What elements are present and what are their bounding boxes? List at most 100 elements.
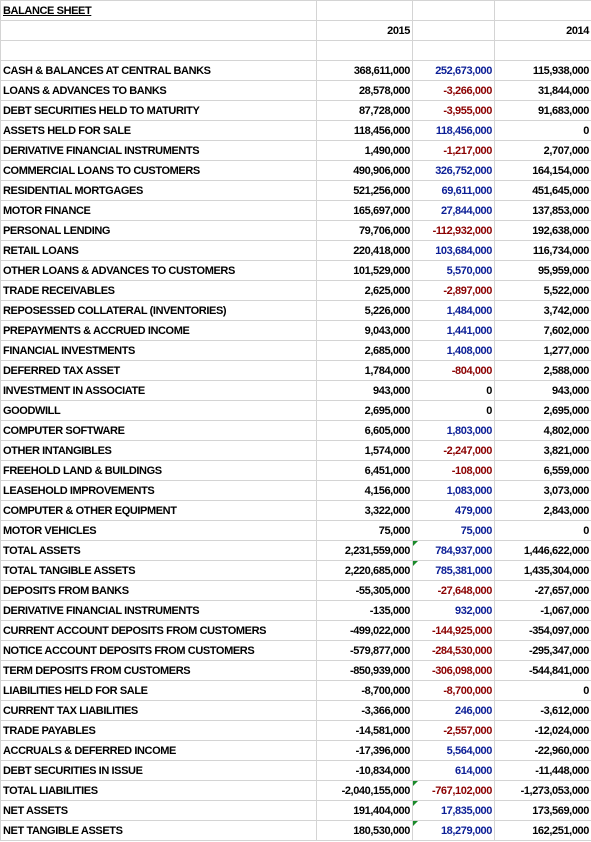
amount: -767,102,000	[412, 780, 495, 801]
sheet-title: BALANCE SHEET	[0, 0, 317, 21]
amount: 932,000	[412, 600, 495, 621]
data-row: RETAIL LOANS 220,418,000 103,684,000 116,73…	[0, 240, 591, 261]
row-label: COMPUTER & OTHER EQUIPMENT	[0, 500, 317, 521]
amount: -10,834,000	[316, 760, 413, 781]
row-label: DERIVATIVE FINANCIAL INSTRUMENTS	[0, 140, 317, 161]
amount: 95,959,000	[494, 260, 591, 281]
data-row: OTHER LOANS & ADVANCES TO CUSTOMERS 101,5…	[0, 260, 591, 281]
data-row: CASH & BALANCES AT CENTRAL BANKS 368,611,…	[0, 60, 591, 81]
cell	[494, 40, 591, 61]
amount: -284,530,000	[412, 640, 495, 661]
amount: -306,098,000	[412, 660, 495, 681]
amount: -499,022,000	[316, 620, 413, 641]
amount: 91,683,000	[494, 100, 591, 121]
row-label: LIABILITIES HELD FOR SALE	[0, 680, 317, 701]
data-row: NET TANGIBLE ASSETS 180,530,000 18,279,000…	[0, 820, 591, 841]
amount: -1,217,000	[412, 140, 495, 161]
data-row: DEBT SECURITIES IN ISSUE -10,834,000 614,0…	[0, 760, 591, 781]
amount: -3,612,000	[494, 700, 591, 721]
amount: 3,322,000	[316, 500, 413, 521]
data-row: FINANCIAL INVESTMENTS 2,685,000 1,408,000 1…	[0, 340, 591, 361]
data-row: TOTAL LIABILITIES -2,040,155,000 -767,102,…	[0, 780, 591, 801]
amount: 1,574,000	[316, 440, 413, 461]
data-row: PREPAYMENTS & ACCRUED INCOME 9,043,000 1,4…	[0, 320, 591, 341]
amount: -11,448,000	[494, 760, 591, 781]
amount: 1,446,622,000	[494, 540, 591, 561]
amount: -12,024,000	[494, 720, 591, 741]
amount: -2,040,155,000	[316, 780, 413, 801]
amount: 5,226,000	[316, 300, 413, 321]
amount: 2,625,000	[316, 280, 413, 301]
amount: -804,000	[412, 360, 495, 381]
amount: -3,366,000	[316, 700, 413, 721]
amount: 1,408,000	[412, 340, 495, 361]
amount: 785,381,000	[412, 560, 495, 581]
data-row: OTHER INTANGIBLES 1,574,000 -2,247,000 3,82…	[0, 440, 591, 461]
data-row: DEPOSITS FROM BANKS -55,305,000 -27,648,00…	[0, 580, 591, 601]
row-label: COMMERCIAL LOANS TO CUSTOMERS	[0, 160, 317, 181]
amount: 2,695,000	[494, 400, 591, 421]
cell	[412, 40, 495, 61]
row-label: REPOSESSED COLLATERAL (INVENTORIES)	[0, 300, 317, 321]
amount: -544,841,000	[494, 660, 591, 681]
row-label: PERSONAL LENDING	[0, 220, 317, 241]
amount: 479,000	[412, 500, 495, 521]
row-label: CURRENT TAX LIABILITIES	[0, 700, 317, 721]
row-label: RETAIL LOANS	[0, 240, 317, 261]
title-row: BALANCE SHEET	[0, 0, 591, 21]
amount: 2,843,000	[494, 500, 591, 521]
data-row: CURRENT ACCOUNT DEPOSITS FROM CUSTOMERS -…	[0, 620, 591, 641]
row-label: DEBT SECURITIES IN ISSUE	[0, 760, 317, 781]
data-row: GOODWILL 2,695,000 0 2,695,000	[0, 400, 591, 421]
cell-flag	[413, 781, 418, 786]
amount: 451,645,000	[494, 180, 591, 201]
row-label: TRADE PAYABLES	[0, 720, 317, 741]
amount: -2,557,000	[412, 720, 495, 741]
row-label: TRADE RECEIVABLES	[0, 280, 317, 301]
amount: 173,569,000	[494, 800, 591, 821]
amount: 2,588,000	[494, 360, 591, 381]
row-label: LEASEHOLD IMPROVEMENTS	[0, 480, 317, 501]
amount: -1,273,053,000	[494, 780, 591, 801]
row-label: TOTAL ASSETS	[0, 540, 317, 561]
cell	[494, 0, 591, 21]
amount: -8,700,000	[316, 680, 413, 701]
amount: 1,490,000	[316, 140, 413, 161]
amount: -2,247,000	[412, 440, 495, 461]
row-label: COMPUTER SOFTWARE	[0, 420, 317, 441]
amount: 1,803,000	[412, 420, 495, 441]
amount: 79,706,000	[316, 220, 413, 241]
amount: 118,456,000	[412, 120, 495, 141]
amount: -354,097,000	[494, 620, 591, 641]
data-row: LOANS & ADVANCES TO BANKS 28,578,000 -3,26…	[0, 80, 591, 101]
data-row: CURRENT TAX LIABILITIES -3,366,000 246,000…	[0, 700, 591, 721]
amount: 246,000	[412, 700, 495, 721]
row-label: NET TANGIBLE ASSETS	[0, 820, 317, 841]
data-row: RESIDENTIAL MORTGAGES 521,256,000 69,611,0…	[0, 180, 591, 201]
data-row: DERIVATIVE FINANCIAL INSTRUMENTS -135,000…	[0, 600, 591, 621]
row-label: MOTOR FINANCE	[0, 200, 317, 221]
amount: -295,347,000	[494, 640, 591, 661]
row-label: GOODWILL	[0, 400, 317, 421]
row-label: RESIDENTIAL MORTGAGES	[0, 180, 317, 201]
row-label: OTHER LOANS & ADVANCES TO CUSTOMERS	[0, 260, 317, 281]
amount: 6,559,000	[494, 460, 591, 481]
row-label: TERM DEPOSITS FROM CUSTOMERS	[0, 660, 317, 681]
amount: 2,231,559,000	[316, 540, 413, 561]
data-row: PERSONAL LENDING 79,706,000 -112,932,000 19…	[0, 220, 591, 241]
empty-row	[0, 40, 591, 61]
cell	[0, 40, 317, 61]
data-row: LEASEHOLD IMPROVEMENTS 4,156,000 1,083,000…	[0, 480, 591, 501]
row-label: DERIVATIVE FINANCIAL INSTRUMENTS	[0, 600, 317, 621]
cell-flag	[413, 821, 418, 826]
amount: 31,844,000	[494, 80, 591, 101]
amount: 162,251,000	[494, 820, 591, 841]
cell-flag	[413, 801, 418, 806]
amount: 3,073,000	[494, 480, 591, 501]
amount: 220,418,000	[316, 240, 413, 261]
amount: 115,938,000	[494, 60, 591, 81]
amount: 164,154,000	[494, 160, 591, 181]
data-row: TOTAL ASSETS 2,231,559,000 784,937,000 1,44…	[0, 540, 591, 561]
